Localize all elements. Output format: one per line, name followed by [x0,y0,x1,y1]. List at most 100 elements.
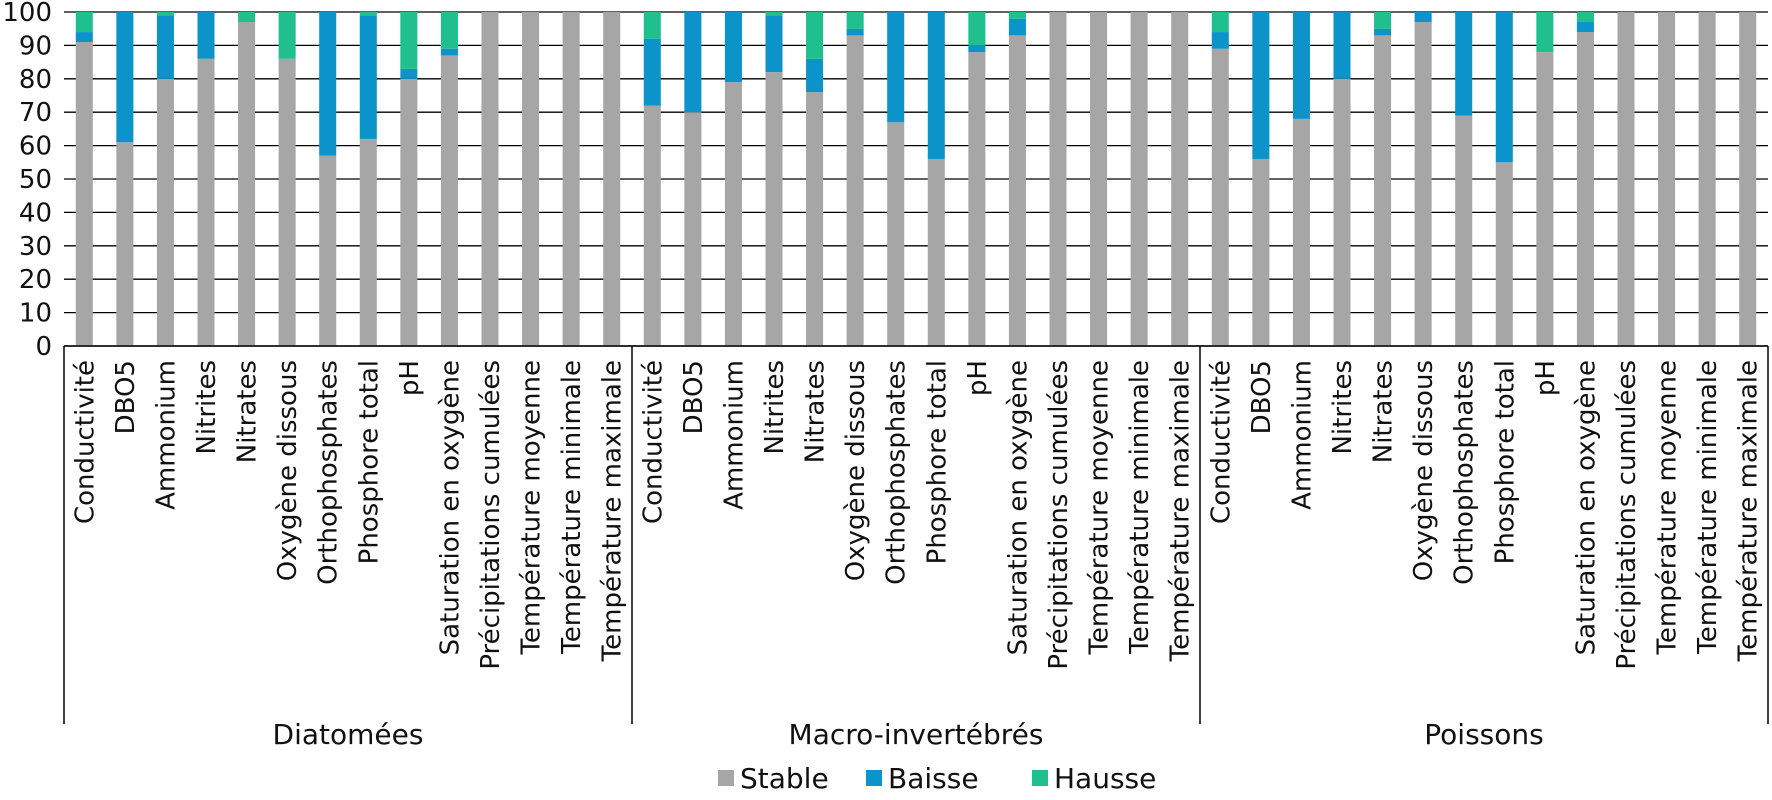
bar-segment-stable [1211,48,1229,347]
x-tick-label: Saturation en oxygène [1003,360,1033,655]
legend-label: Baisse [888,762,979,795]
x-tick-label: Nitrates [1369,360,1399,463]
bar-segment-stable [1049,12,1067,346]
legend-swatch-baisse [866,770,882,786]
bar-segment-stable [440,55,458,347]
y-tick-label: 20 [19,265,52,295]
x-tick-label: Phosphore total [1490,360,1520,564]
bar-segment-stable [1698,12,1716,346]
gridlines [64,11,1768,347]
x-tick-label: Oxygène dissous [841,360,871,581]
bar-segment-hausse [1211,12,1229,33]
x-tick-label: Nitrites [1328,360,1358,455]
bar-segment-hausse [1576,12,1594,23]
bar-segment-stable [1414,22,1432,347]
bar-segment-stable [1455,115,1473,346]
bar-segment-stable [1658,12,1676,346]
x-tick-label: Oxygène dissous [273,360,303,581]
bar-segment-baisse [116,12,134,143]
x-tick-label: DBO5 [111,360,141,434]
bar-segment-hausse [400,12,418,69]
bar-segment-stable [1333,78,1351,347]
bar-segment-stable [278,58,296,346]
x-tick-label: Précipitations cumulées [1612,360,1642,670]
bar-segment-stable [1292,118,1310,346]
x-tick-label: Ammonium [151,360,181,510]
x-tick-label: Phosphore total [922,360,952,564]
bar-segment-hausse [1008,12,1026,19]
bar-segment-baisse [1252,12,1270,159]
bar-segment-stable [724,82,742,346]
bar-segment-stable [1171,12,1189,346]
bar-segment-hausse [765,12,783,16]
y-tick-label: 100 [2,0,52,28]
x-tick-label: Température maximale [1734,360,1764,662]
bar-segment-stable [684,112,702,346]
legend-label: Hausse [1054,762,1156,795]
x-tick-label: Nitrites [192,360,222,455]
x-tick-label: DBO5 [679,360,709,434]
x-tick-label: Nitrites [760,360,790,455]
bar-segment-baisse [1374,28,1392,36]
x-tick-label: pH [1531,360,1561,396]
x-tick-label: Saturation en oxygène [435,360,465,655]
bar-segment-baisse [1008,18,1026,36]
bar-segment-stable [562,12,580,346]
bar-segment-hausse [643,12,661,39]
bar-segment-baisse [684,12,702,113]
y-tick-label: 70 [19,98,52,128]
bar-segment-baisse [75,32,93,43]
bar-segment-baisse [806,58,824,93]
bar-segment-baisse [400,68,418,79]
bar-segment-stable [522,12,540,346]
bar-segment-stable [75,42,93,347]
x-tick-label: Ammonium [1287,360,1317,510]
bar-segment-stable [927,158,945,346]
bar-segment-stable [1536,52,1554,347]
y-tick-label: 10 [19,299,52,329]
bar-segment-hausse [359,12,377,16]
x-tick-label: Orthophosphates [882,360,912,585]
bar-segment-baisse [1333,12,1351,79]
bar-segment-baisse [887,12,905,123]
bar-segment-stable [197,58,215,346]
x-tick-label: Température maximale [598,360,628,662]
bar-segment-stable [765,72,783,347]
x-tick-label: Conductivité [70,360,100,524]
bar-segment-baisse [724,12,742,83]
bar-segment-baisse [643,38,661,106]
legend-swatch-stable [718,770,734,786]
x-tick-label: Nitrates [801,360,831,463]
legend-swatch-hausse [1032,770,1048,786]
x-tick-label: Phosphore total [354,360,384,564]
y-tick-label: 30 [19,232,52,262]
bar-segment-hausse [846,12,864,29]
bar-segment-stable [481,12,499,346]
bar-segment-hausse [806,12,824,59]
bar-segment-stable [1495,162,1513,346]
bar-segment-stable [968,52,986,347]
y-tick-label: 0 [35,332,52,362]
bar-segment-stable [1617,12,1635,346]
bar-segment-baisse [1211,32,1229,49]
y-tick-label: 80 [19,65,52,95]
bar-segment-baisse [1455,12,1473,116]
bar-segment-hausse [1374,12,1392,29]
x-tick-label: Ammonium [719,360,749,510]
bar-segment-hausse [968,12,986,46]
bar-segment-baisse [765,15,783,73]
group-label: Poissons [1424,718,1543,751]
x-tick-label: Oxygène dissous [1409,360,1439,581]
bar-segment-stable [846,35,864,346]
bar-segment-baisse [927,12,945,159]
bar-segment-baisse [846,28,864,36]
bar-segment-baisse [1414,12,1432,23]
group-label: Macro-invertébrés [789,718,1044,751]
bar-segment-stable [643,105,661,347]
x-tick-label: Température moyenne [517,360,547,656]
x-tick-label: Nitrates [233,360,263,463]
bars [75,12,1757,347]
x-tick-label: Température minimale [1693,360,1723,655]
bar-segment-baisse [156,15,174,79]
legend: Stable Baisse Hausse [718,762,1156,795]
